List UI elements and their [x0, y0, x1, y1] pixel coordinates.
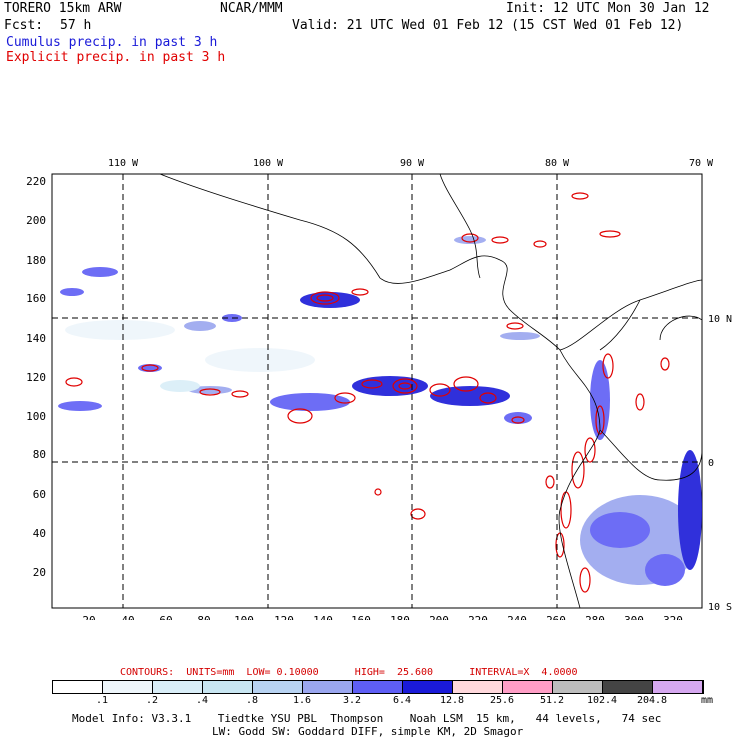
colorbar-segment [153, 681, 203, 693]
center-label: NCAR/MMM [220, 1, 283, 16]
x-tick: 120 [274, 614, 294, 620]
colorbar-segment [503, 681, 553, 693]
colorbar-label: 204.8 [636, 695, 668, 706]
init-time: Init: 12 UTC Mon 30 Jan 12 [506, 1, 710, 16]
colorbar-label: .8 [245, 695, 259, 706]
colorbar-segment [103, 681, 153, 693]
model-info-line-1: Model Info: V3.3.1 Tiedtke YSU PBL Thomp… [72, 712, 662, 725]
colorbar-label: 1.6 [292, 695, 312, 706]
lon-label-100w: 100 W [253, 158, 284, 169]
x-tick: 260 [546, 614, 566, 620]
legend-cumulus: Cumulus precip. in past 3 h [6, 35, 218, 50]
colorbar-segment [203, 681, 253, 693]
x-axis-ticks: 20 40 60 80 100 120 140 160 180 200 220 … [82, 614, 683, 627]
model-info-line-2: LW: Godd SW: Goddard DIFF, simple KM, 2D… [212, 725, 524, 738]
y-tick: 20 [33, 566, 46, 579]
forecast-hours: 57 h [60, 18, 92, 33]
y-axis-ticks: 220 200 180 160 140 120 100 80 60 40 20 [26, 175, 46, 579]
lat-label-0: 0 [708, 458, 714, 469]
forecast-label: Fcst: [4, 18, 44, 33]
colorbar-segment [253, 681, 303, 693]
colorbar-segment [653, 681, 703, 693]
y-tick: 220 [26, 175, 46, 188]
colorbar-segment [553, 681, 603, 693]
lon-label-110w: 110 W [108, 158, 139, 169]
x-tick: 200 [429, 614, 449, 620]
legend-explicit: Explicit precip. in past 3 h [6, 50, 226, 65]
y-tick: 120 [26, 371, 46, 384]
y-tick: 200 [26, 214, 46, 227]
x-tick: 100 [234, 614, 254, 620]
y-tick: 60 [33, 488, 46, 501]
precip-colorbar [52, 680, 704, 694]
colorbar-label: 25.6 [489, 695, 515, 706]
x-tick: 80 [197, 614, 210, 620]
colorbar-segment [53, 681, 103, 693]
lat-label-10s: 10 S [708, 602, 732, 613]
x-tick: 20 [82, 614, 95, 620]
colorbar-label: .4 [195, 695, 209, 706]
x-tick: 300 [624, 614, 644, 620]
colorbar-segment [303, 681, 353, 693]
contours-info: CONTOURS: UNITS=mm LOW= 0.10000 HIGH= 25… [120, 667, 578, 678]
x-tick: 320 [663, 614, 683, 620]
x-tick: 140 [313, 614, 333, 620]
lat-lon-grid [52, 174, 702, 608]
colorbar-label: .2 [145, 695, 159, 706]
colorbar-label: 51.2 [539, 695, 565, 706]
x-tick: 240 [507, 614, 527, 620]
precip-map: 110 W 100 W 90 W 80 W 70 W [0, 150, 740, 627]
y-tick: 100 [26, 410, 46, 423]
explicit-precip-layer [65, 192, 670, 593]
y-tick: 160 [26, 292, 46, 305]
y-tick: 80 [33, 448, 46, 461]
colorbar-segment [453, 681, 503, 693]
colorbar-segment [353, 681, 403, 693]
x-tick: 40 [121, 614, 134, 620]
colorbar-segment [603, 681, 653, 693]
x-tick: 220 [468, 614, 488, 620]
colorbar-label: 12.8 [439, 695, 465, 706]
colorbar-label: 3.2 [342, 695, 362, 706]
x-tick: 160 [351, 614, 371, 620]
colorbar-segment [403, 681, 453, 693]
model-title: TORERO 15km ARW [4, 1, 122, 16]
map-canvas: 110 W 100 W 90 W 80 W 70 W [26, 158, 732, 627]
lon-label-80w: 80 W [545, 158, 570, 169]
y-tick: 40 [33, 527, 46, 540]
colorbar-label: .1 [95, 695, 109, 706]
valid-time: Valid: 21 UTC Wed 01 Feb 12 (15 CST Wed … [292, 18, 684, 33]
x-tick: 280 [585, 614, 605, 620]
lat-label-10n: 10 N [708, 314, 732, 325]
y-tick: 180 [26, 254, 46, 267]
lon-label-70w: 70 W [689, 158, 714, 169]
lon-label-90w: 90 W [400, 158, 425, 169]
y-tick: 140 [26, 332, 46, 345]
colorbar-label: 6.4 [392, 695, 412, 706]
x-tick: 180 [390, 614, 410, 620]
x-tick: 60 [159, 614, 172, 620]
colorbar-label: 102.4 [586, 695, 618, 706]
colorbar-units: mm [700, 695, 714, 706]
coastlines [159, 173, 703, 609]
